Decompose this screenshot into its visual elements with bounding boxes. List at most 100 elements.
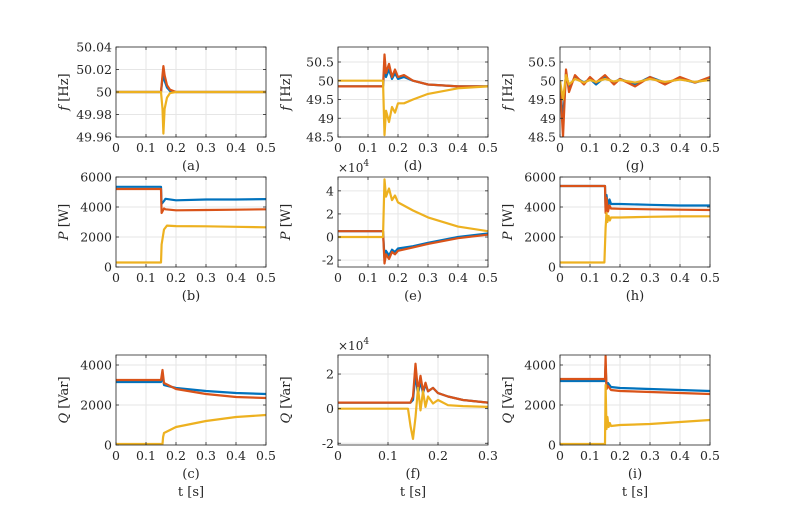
x-tick-label: 0.3 <box>196 270 216 285</box>
y-tick-label: 50.5 <box>306 55 334 70</box>
subplot-a: 0 0.1 0.2 0.3 0.4 0.5 49.96 49.98 50 50.02 50.04 f … <box>57 40 276 175</box>
y-exponent-label: ×104 <box>338 337 369 353</box>
x-tick-label: 0 <box>334 270 342 285</box>
x-tick-label: 0.1 <box>580 448 600 463</box>
plot-area <box>560 355 710 445</box>
y-exponent-value: 4 <box>363 159 369 169</box>
subplot-d: 0 0.1 0.2 0.3 0.4 0.5 48.5 49 49.5 50 50.5 f [Hz] (d… <box>279 46 498 174</box>
x-tick-label: 0.3 <box>640 140 660 155</box>
series-line-2 <box>338 53 488 88</box>
y-tick-label: 49.96 <box>76 130 112 145</box>
y-axis-unit: [W] <box>279 204 294 232</box>
series-line-3 <box>338 386 488 440</box>
series-line-3 <box>116 224 266 264</box>
y-axis-label: f [Hz] <box>57 73 72 111</box>
axes-box <box>337 46 489 138</box>
y-axis-unit: [W] <box>57 204 72 232</box>
x-tick-label: 0.4 <box>670 448 690 463</box>
y-axis-variable: P <box>501 231 516 241</box>
y-axis-unit: [W] <box>501 204 516 232</box>
y-tick-label: 0 <box>104 260 112 275</box>
y-axis-label: f [Hz] <box>279 73 294 111</box>
x-tick-label: 0 <box>334 448 342 463</box>
y-axis-variable: Q <box>279 413 294 424</box>
x-tick-label: 0 <box>334 140 342 155</box>
y-tick-label: 2000 <box>80 398 112 413</box>
y-axis-unit: [Hz] <box>279 73 294 105</box>
x-tick-label: 0.1 <box>580 140 600 155</box>
plot-area <box>560 47 710 137</box>
axes-box <box>559 176 711 268</box>
y-tick-label: 4000 <box>524 358 556 373</box>
y-tick-label: 0 <box>326 230 334 245</box>
x-tick-label: 0.5 <box>700 140 720 155</box>
plot-area <box>116 177 266 267</box>
y-axis-label: Q [Var] <box>501 376 516 423</box>
x-tick-label: 0.1 <box>136 140 156 155</box>
x-tick-label: 0.5 <box>256 140 276 155</box>
axes-box <box>559 354 711 446</box>
x-tick-label: 0 <box>112 448 120 463</box>
y-tick-label: 49.98 <box>76 107 112 122</box>
y-exponent-label: ×104 <box>338 159 369 175</box>
y-axis-unit: [Var] <box>501 376 516 412</box>
axes-box <box>337 176 489 268</box>
x-tick-label: 0 <box>556 140 564 155</box>
x-tick-label: 0.4 <box>226 270 246 285</box>
x-tick-label: 0.3 <box>478 448 498 463</box>
y-axis-label: Q [Var] <box>57 376 72 423</box>
y-tick-label: 0 <box>326 401 334 416</box>
y-tick-label: 50.5 <box>528 55 556 70</box>
subplot-g: 0 0.1 0.2 0.3 0.4 0.5 48.5 49 49.5 50 50.5 f [Hz] (g… <box>501 46 720 174</box>
series-line-2 <box>338 362 488 404</box>
x-tick-label: 0.1 <box>580 270 600 285</box>
series-line-3 <box>338 178 488 239</box>
y-tick-label: 50.02 <box>76 62 112 77</box>
y-axis-variable: f <box>57 104 72 112</box>
subplot-label: (b) <box>182 289 200 304</box>
subplot-label: (h) <box>626 289 645 304</box>
y-tick-label: 4000 <box>80 200 112 215</box>
y-axis-label: Q [Var] <box>279 376 294 423</box>
y-tick-label: 0 <box>548 260 556 275</box>
x-tick-label: 0.2 <box>166 140 186 155</box>
plot-area <box>338 47 488 137</box>
x-tick-label: 0.3 <box>418 140 438 155</box>
subplot-c: 0 0.1 0.2 0.3 0.4 0.5 0 2000 4000 Q [Var] (c) t [s] <box>57 354 276 500</box>
x-tick-label: 0.1 <box>358 270 378 285</box>
x-tick-label: 0.2 <box>428 448 448 463</box>
y-axis-variable: f <box>279 104 294 112</box>
x-tick-label: 0.5 <box>700 448 720 463</box>
series-line-2 <box>116 368 266 400</box>
x-tick-label: 0.4 <box>448 140 468 155</box>
series-line-3 <box>338 79 488 137</box>
x-tick-label: 0.1 <box>136 270 156 285</box>
y-tick-label: 0 <box>548 438 556 453</box>
x-tick-label: 0 <box>112 140 120 155</box>
plot-area <box>338 177 488 267</box>
y-tick-label: 4000 <box>80 358 112 373</box>
y-axis-variable: Q <box>57 413 72 424</box>
series-line-2 <box>116 187 266 215</box>
x-tick-label: 0.2 <box>166 448 186 463</box>
x-tick-label: 0.3 <box>196 140 216 155</box>
x-tick-label: 0.2 <box>610 140 630 155</box>
x-tick-label: 0.5 <box>478 140 498 155</box>
x-tick-label: 0.4 <box>670 270 690 285</box>
y-tick-label: 4 <box>326 183 334 198</box>
axes-box <box>115 176 267 268</box>
x-tick-label: 0.5 <box>256 448 276 463</box>
y-tick-label: 49 <box>318 111 334 126</box>
y-axis-label: P [W] <box>501 204 516 241</box>
series-line-3 <box>116 90 266 135</box>
y-tick-label: 2 <box>326 367 334 382</box>
y-axis-variable: Q <box>501 413 516 424</box>
y-tick-label: 2000 <box>80 230 112 245</box>
subplot-b: 0 0.1 0.2 0.3 0.4 0.5 0 2000 4000 6000 P [W] (b) <box>57 170 276 305</box>
subplot-label: (e) <box>404 289 422 304</box>
x-tick-label: 0.2 <box>388 270 408 285</box>
axes-box <box>115 354 267 446</box>
y-axis-unit: [Hz] <box>501 73 516 105</box>
